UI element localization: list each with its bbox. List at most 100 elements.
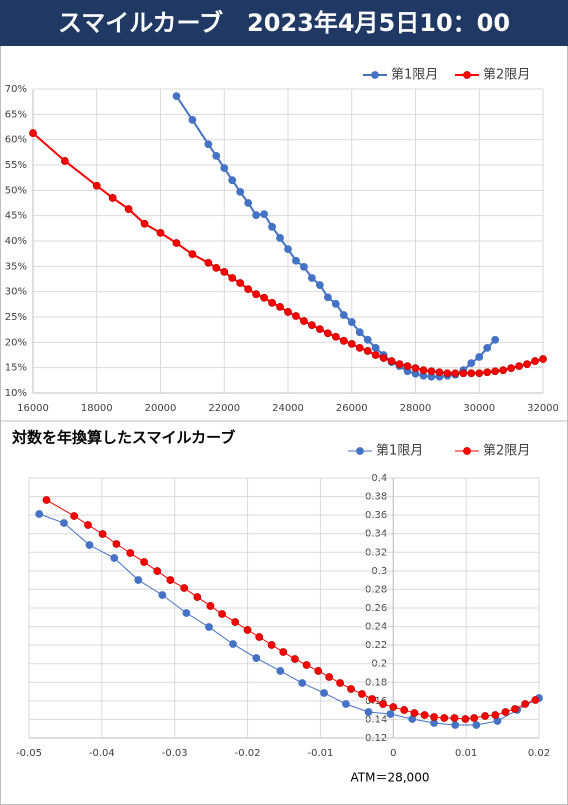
data-point [323, 329, 332, 338]
data-point [379, 700, 387, 708]
x-tick-label: 0 [390, 748, 396, 759]
data-point [182, 609, 191, 617]
data-point [302, 661, 311, 669]
x-tick-label: -0.02 [235, 748, 261, 759]
data-point [379, 354, 388, 362]
data-point [472, 721, 481, 729]
data-point [206, 602, 215, 610]
data-point [364, 708, 373, 716]
x-tick-label: -0.05 [16, 748, 42, 759]
data-point [323, 293, 332, 302]
data-point [108, 194, 117, 202]
data-point [481, 712, 489, 720]
x-tick-label: 32000 [527, 403, 559, 414]
legend-label: 第2限月 [483, 68, 530, 83]
data-point [440, 714, 449, 722]
x-tick-label: 28000 [400, 403, 432, 414]
data-point [467, 369, 476, 378]
data-point [134, 576, 143, 584]
data-point [347, 339, 356, 348]
x-tick-label: 16000 [17, 403, 49, 414]
data-point [363, 347, 372, 355]
data-point [85, 541, 94, 549]
data-point [166, 576, 175, 584]
y-tick-label: 45% [5, 211, 27, 222]
y-tick-label: 70% [5, 84, 27, 95]
data-point [276, 302, 284, 311]
data-point [389, 703, 398, 711]
data-point [252, 290, 261, 299]
x-tick-label: -0.03 [162, 748, 188, 759]
data-point [336, 679, 345, 687]
data-point [276, 667, 285, 675]
data-point [342, 700, 350, 708]
data-point [410, 709, 419, 717]
data-point [470, 714, 479, 722]
data-point [212, 151, 221, 160]
data-point [491, 711, 500, 719]
data-point [515, 362, 523, 371]
data-point [92, 181, 101, 190]
data-point [347, 685, 355, 693]
x-tick-label: 0.01 [455, 748, 477, 759]
page-title: スマイルカーブ 2023年4月5日10：00 [58, 9, 510, 37]
data-point [291, 655, 299, 663]
legend-label: 第1限月 [391, 68, 438, 83]
data-point [212, 263, 221, 272]
data-point [243, 626, 252, 634]
data-point [204, 140, 213, 149]
x-tick-label: 20000 [145, 403, 177, 414]
data-point [252, 654, 261, 662]
x-tick-label: 18000 [81, 403, 113, 414]
data-point [204, 258, 213, 267]
y-tick-label: 35% [5, 261, 27, 272]
data-point [140, 558, 149, 566]
data-point [188, 250, 197, 259]
data-point [430, 713, 438, 721]
data-point [539, 355, 547, 363]
data-point [331, 332, 340, 341]
data-point [459, 369, 468, 378]
chart-title: 対数を年換算したスマイルカーブ [11, 429, 235, 447]
data-point [443, 369, 452, 378]
data-point [451, 721, 460, 729]
data-point [483, 368, 492, 377]
data-point [228, 274, 237, 282]
x-tick-label: 24000 [272, 403, 304, 414]
data-point [320, 689, 328, 697]
x-tick-label: -0.01 [307, 748, 333, 759]
data-point [355, 328, 364, 337]
data-point [411, 364, 420, 373]
x-tick-label: 26000 [336, 403, 368, 414]
data-point [308, 321, 316, 330]
data-point [475, 369, 484, 378]
x-tick-label: 30000 [463, 403, 495, 414]
data-point [298, 679, 307, 687]
data-point [244, 285, 253, 294]
header-bar [0, 0, 568, 46]
data-point [60, 157, 69, 165]
data-point [483, 344, 492, 352]
data-point [331, 299, 340, 308]
data-point [501, 708, 510, 716]
data-point [491, 367, 500, 376]
y-tick-label: 20% [5, 337, 27, 348]
data-point [325, 673, 334, 681]
data-point [403, 362, 412, 371]
data-point [475, 353, 484, 361]
data-point [315, 281, 324, 289]
x-tick-label: -0.04 [89, 748, 115, 759]
data-point [387, 357, 396, 365]
y-tick-label: 10% [5, 388, 27, 399]
data-point [156, 228, 165, 237]
data-point [252, 211, 261, 220]
data-point [368, 695, 377, 703]
y-tick-label: 40% [5, 236, 27, 247]
y-tick-label: 25% [5, 312, 27, 323]
data-point [284, 245, 292, 254]
data-point [236, 279, 245, 287]
data-point [292, 312, 300, 320]
data-point [236, 187, 245, 196]
y-tick-label: 60% [5, 135, 27, 146]
